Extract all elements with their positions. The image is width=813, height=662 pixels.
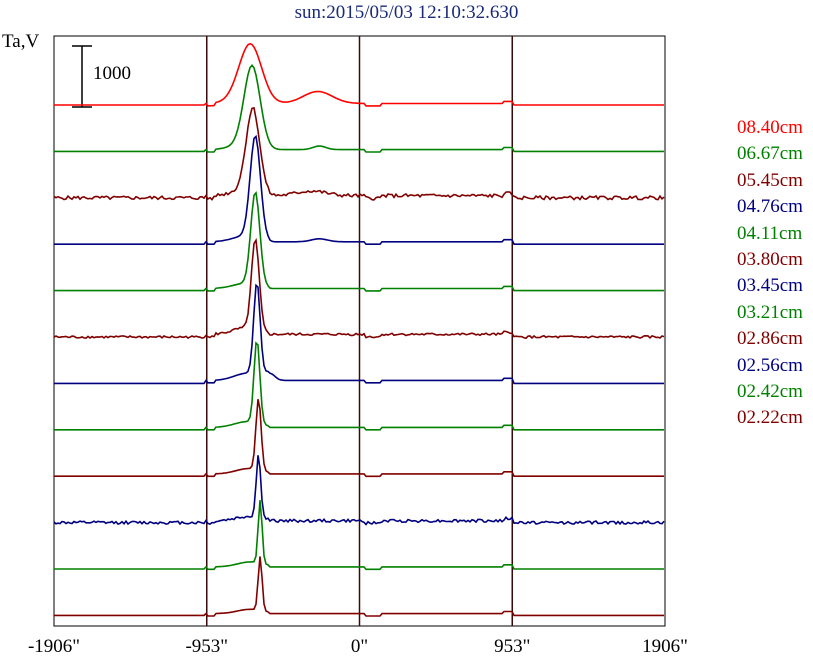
series-line-03.21cm [54,341,664,431]
series-line-02.86cm [54,399,664,478]
legend-entry-03.80cm: 03.80cm [737,249,803,270]
series-line-05.45cm [53,106,665,201]
y-axis-unit-label: Ta,V [2,31,40,52]
x-tick-label-1: -953" [185,636,229,657]
series-line-04.76cm [54,134,664,245]
legend-entry-03.21cm: 03.21cm [737,301,803,323]
x-tick-label-4: 1906" [642,636,688,657]
x-tick-label-0: -1906" [27,636,81,657]
x-tick-label-3: 953" [494,636,531,657]
legend-entry-05.45cm: 05.45cm [737,169,803,191]
legend-entry-02.86cm: 02.86cm [737,328,803,350]
scale-bar-label: 1000 [93,63,131,84]
legend-entry-06.67cm: 06.67cm [737,143,803,165]
series-line-08.40cm [54,42,664,107]
legend-entry-02.56cm: 02.56cm [737,354,803,376]
series-line-04.11cm [54,190,664,292]
legend-entry-08.40cm: 08.40cm [737,117,803,138]
legend-entry-02.22cm: 02.22cm [737,407,803,429]
legend-entry-03.45cm: 03.45cm [737,275,803,297]
series-line-02.56cm [53,455,665,526]
legend-entry-04.11cm: 04.11cm [737,222,803,244]
series-line-02.22cm [54,556,664,617]
series-line-03.80cm [53,237,665,340]
legend-entry-02.42cm: 02.42cm [737,381,803,402]
series-line-06.67cm [54,64,664,153]
series-line-03.45cm [54,283,664,385]
chart-title: sun:2015/05/03 12:10:32.630 [294,2,519,23]
legend-entry-04.76cm: 04.76cm [737,196,803,218]
x-tick-label-2: 0" [350,636,369,657]
series-line-02.42cm [54,500,664,571]
